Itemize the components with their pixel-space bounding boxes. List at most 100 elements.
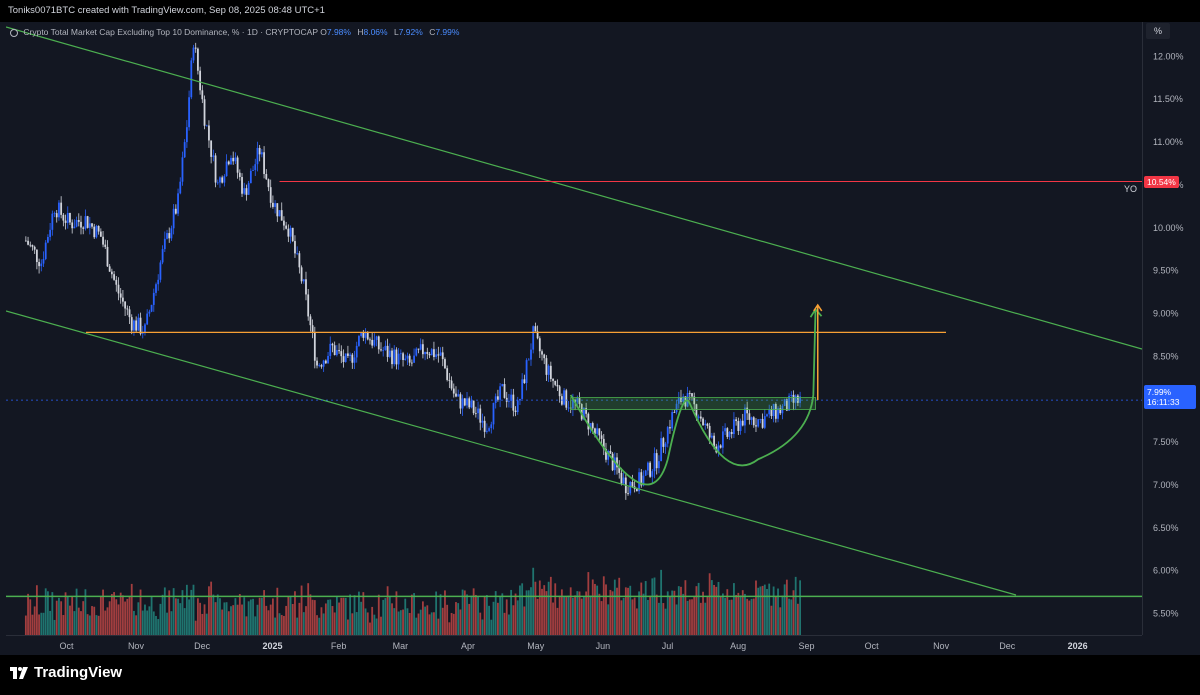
candle-body: [580, 404, 583, 420]
candle-body: [796, 395, 799, 403]
candle-body: [331, 343, 334, 346]
time-tick-label: May: [527, 641, 545, 651]
chart-area[interactable]: [5, 22, 1143, 635]
candle-body: [144, 324, 146, 333]
candle-body: [468, 398, 471, 408]
candle-body: [578, 398, 581, 405]
candle-body: [349, 354, 352, 356]
volume-bar: [283, 615, 285, 635]
volume-bar: [157, 619, 160, 635]
time-tick-label: Nov: [933, 641, 950, 651]
price-tick-label: 11.50%: [1153, 94, 1183, 104]
candle-body: [706, 423, 709, 426]
volume-bar: [254, 616, 257, 635]
volume-bar: [190, 589, 193, 635]
time-tick-label: Apr: [461, 641, 475, 651]
volume-bar: [258, 597, 261, 635]
candle-body: [364, 332, 367, 338]
volume-bar: [578, 591, 581, 635]
volume-bar: [481, 619, 484, 635]
candle-body: [263, 152, 265, 174]
volume-bar: [58, 597, 60, 635]
candle-body: [635, 489, 638, 492]
volume-bar: [505, 599, 508, 635]
volume-bar: [170, 611, 173, 635]
candle-body: [785, 399, 788, 411]
volume-bar: [697, 582, 700, 635]
volume-bar: [119, 592, 122, 635]
volume-bar: [53, 619, 56, 635]
volume-bar: [666, 591, 669, 635]
volume-bar: [485, 595, 488, 635]
candle-body: [410, 362, 413, 364]
volume-bar: [730, 599, 733, 635]
open-label: O: [320, 27, 327, 37]
volume-bar: [691, 599, 693, 635]
volume-bar: [55, 600, 58, 635]
candle-body: [441, 352, 444, 360]
volume-bar: [653, 577, 656, 635]
candle-body: [571, 400, 574, 409]
candle-body: [503, 384, 506, 398]
time-axis-labels: Oct Nov Dec 2025 Feb Mar Apr May Jun Jul Aug Sep Oct…: [60, 641, 1088, 651]
candle-body: [170, 228, 173, 239]
candle-body: [596, 428, 599, 434]
price-chart[interactable]: [5, 22, 1143, 635]
candle-body: [794, 395, 797, 403]
tradingview-logo[interactable]: TradingView: [10, 664, 122, 681]
volume-bar: [205, 613, 208, 635]
candle-body: [768, 409, 771, 415]
volume-bar: [375, 618, 378, 635]
time-tick-label: Dec: [999, 641, 1016, 651]
volume-bar: [265, 605, 268, 635]
candle-body: [541, 351, 543, 355]
candle-body: [721, 431, 724, 448]
percent-scale-button[interactable]: %: [1146, 23, 1170, 39]
candle-body: [583, 407, 585, 420]
volume-bar: [583, 596, 585, 635]
candle-body: [404, 358, 407, 361]
candle-body: [774, 403, 777, 419]
candle-body: [373, 339, 376, 346]
volume-bar: [523, 606, 526, 635]
volume-bar: [47, 591, 49, 635]
volume-bar: [75, 588, 78, 635]
candle-body: [115, 279, 118, 285]
volume-bar: [316, 615, 318, 635]
volume-bar: [274, 617, 277, 635]
volume-bar: [658, 602, 660, 635]
volume-bar: [322, 613, 325, 635]
candle-body: [181, 157, 184, 182]
volume-bar: [93, 606, 96, 635]
candle-body: [534, 326, 537, 332]
volume-bar: [99, 596, 102, 635]
time-tick-label: Oct: [865, 641, 880, 651]
volume-bar: [543, 585, 546, 635]
symbol-title: Crypto Total Market Cap Excluding Top 10…: [23, 27, 318, 37]
volume-bar: [527, 590, 530, 635]
candle-body: [287, 228, 290, 237]
volume-bar: [42, 612, 45, 635]
candle-body: [99, 231, 102, 237]
candle-body: [496, 396, 499, 400]
volume-bar: [232, 605, 235, 635]
candle-body: [710, 435, 713, 438]
candle-body: [309, 316, 312, 326]
volume-bar: [713, 584, 715, 635]
volume-bar: [163, 587, 166, 635]
candle-body: [777, 408, 779, 419]
candle-body: [508, 400, 510, 402]
volume-bar: [521, 583, 524, 635]
tradingview-logo-icon: [10, 666, 28, 679]
candle-body: [168, 233, 171, 239]
volume-bar: [267, 610, 270, 635]
volume-bar: [510, 589, 513, 635]
time-axis[interactable]: Oct Nov Dec 2025 Feb Mar Apr May Jun Jul Aug Sep Oct…: [6, 635, 1142, 656]
price-axis[interactable]: 12.00%11.50%11.00%10.50%10.00%9.50%9.00%…: [1142, 22, 1200, 635]
candle-body: [699, 416, 702, 419]
volume-bar: [525, 590, 528, 635]
volume-bar: [86, 614, 89, 635]
candle-body: [704, 423, 707, 426]
volume-bar: [640, 582, 643, 635]
volume-bar: [644, 581, 647, 635]
